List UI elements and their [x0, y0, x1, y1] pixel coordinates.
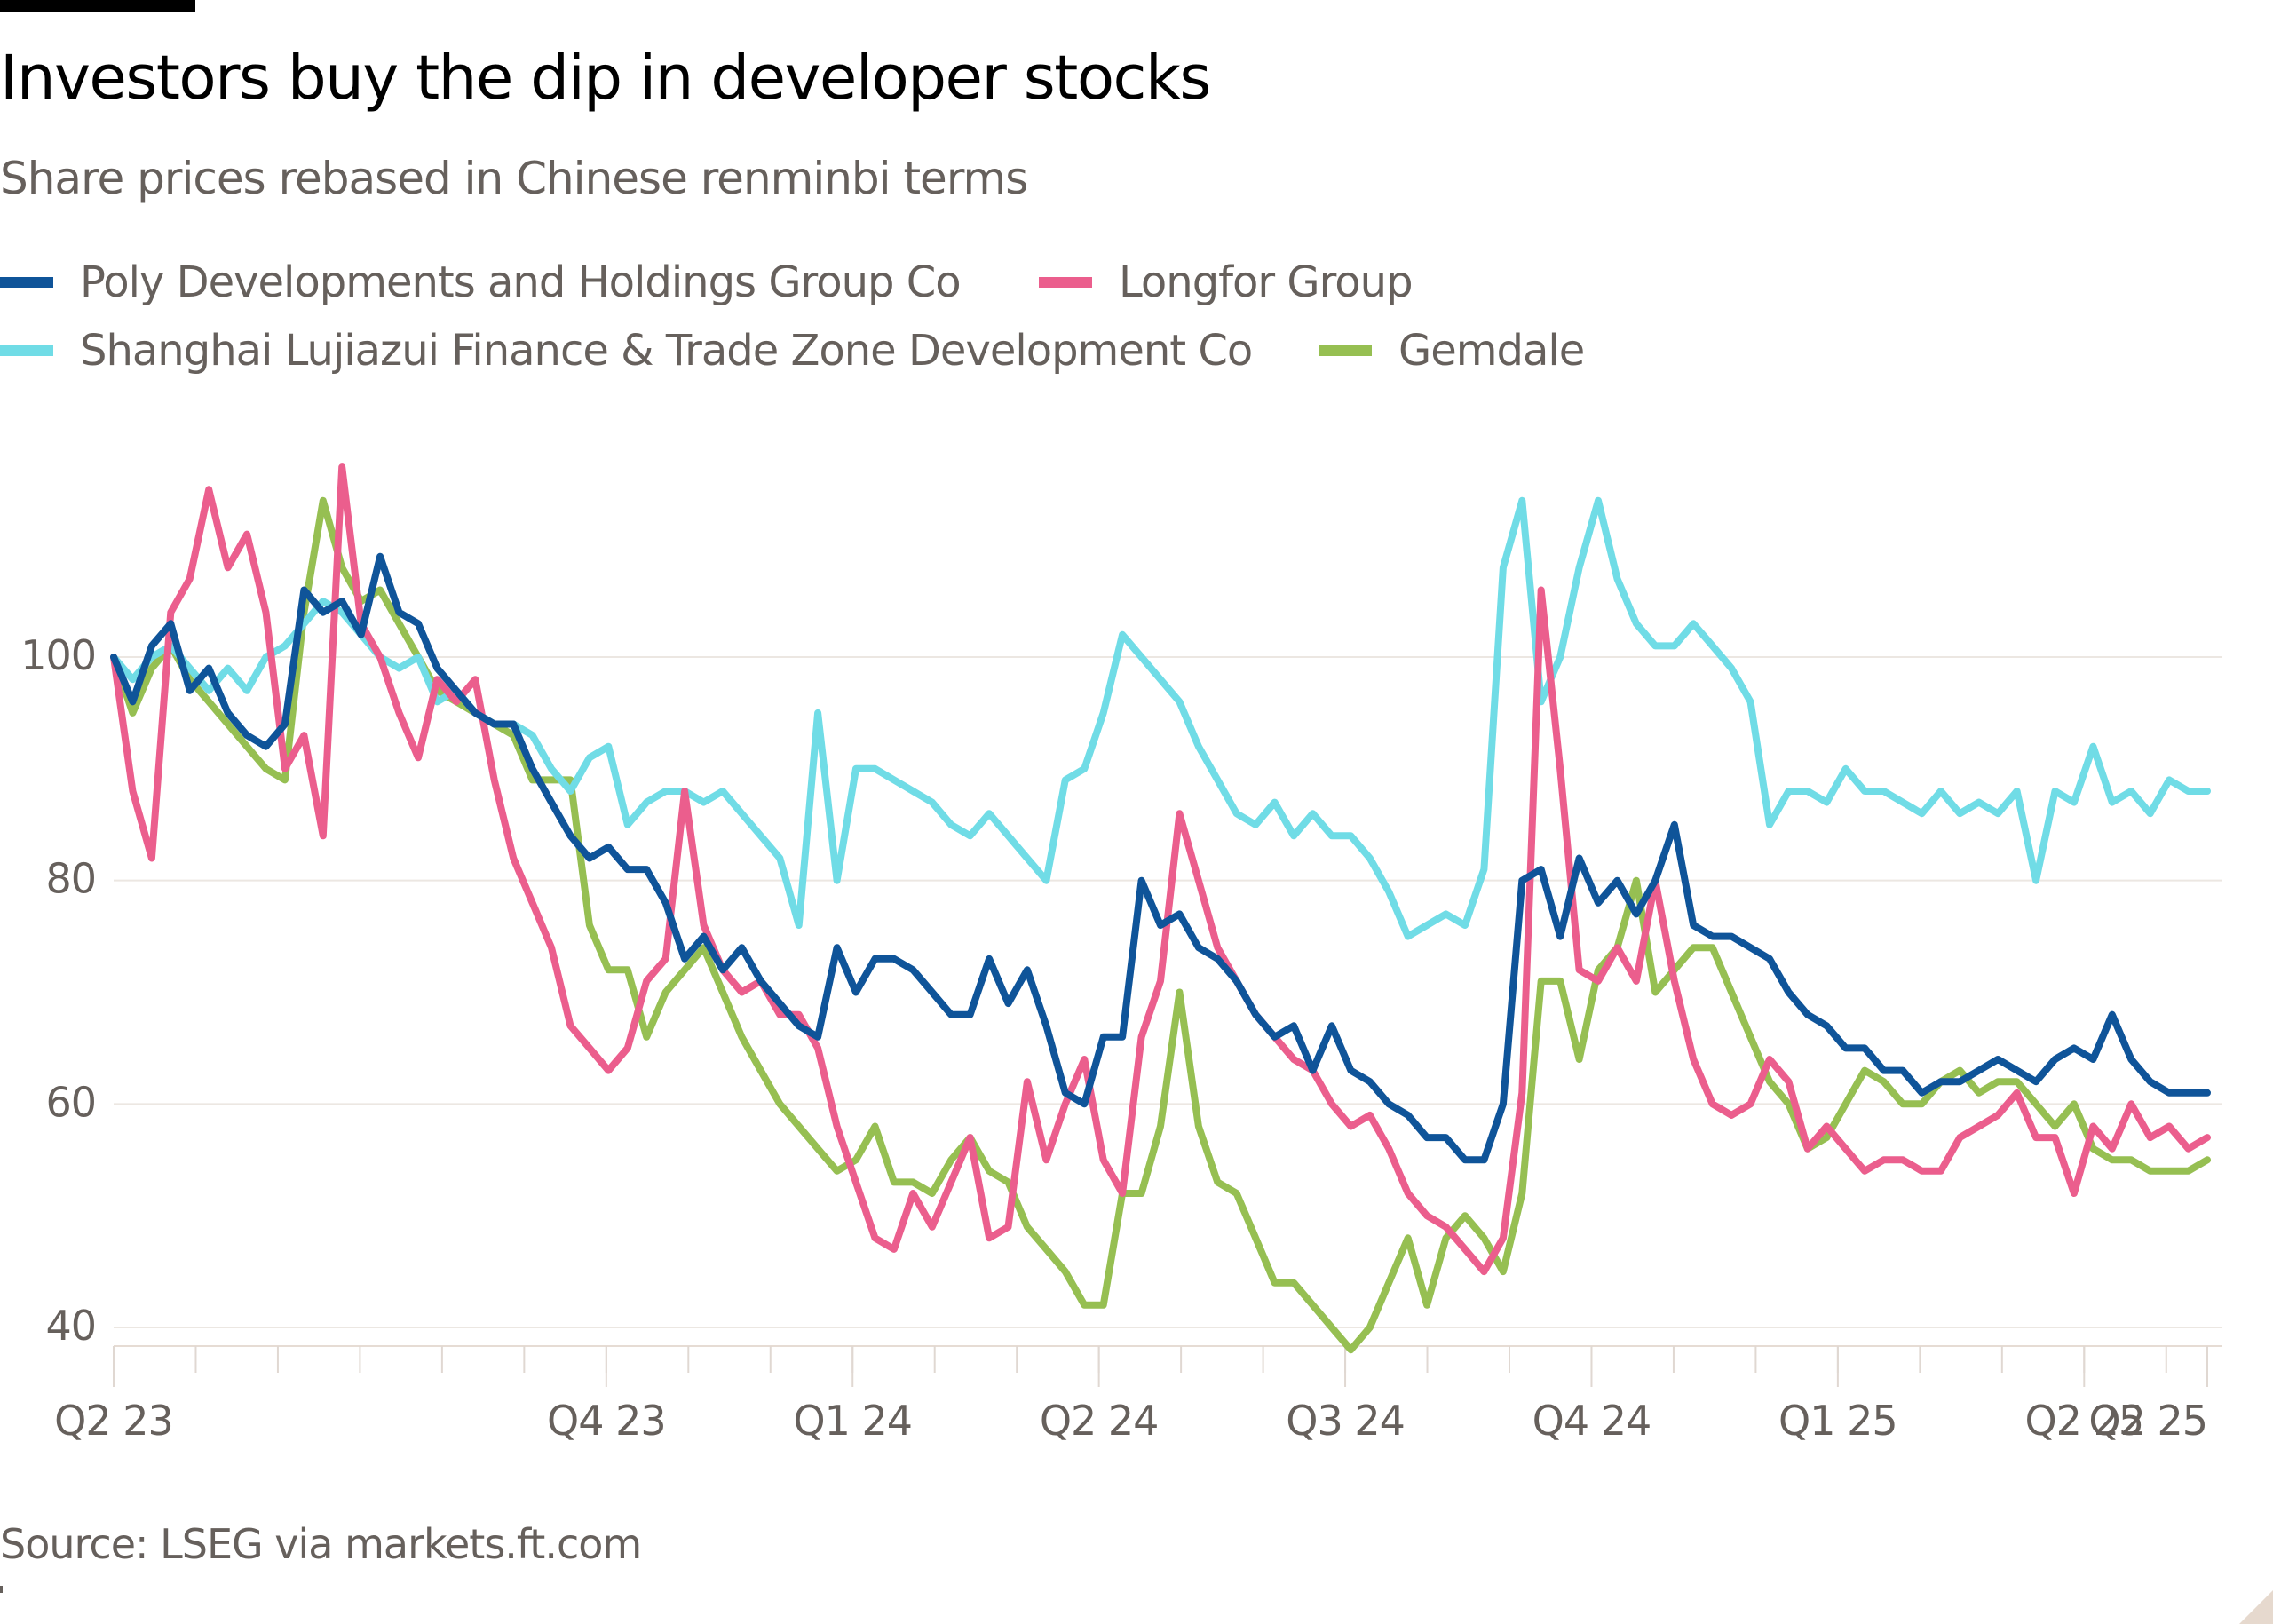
legend-item-longfor: Longfor Group — [1039, 257, 1414, 307]
legend-item-poly: Poly Developments and Holdings Group Co — [0, 257, 962, 307]
x-tick-label: Q1 25 — [1778, 1397, 1897, 1445]
legend-label-lujiazui: Shanghai Lujiazui Finance & Trade Zone D… — [80, 326, 1253, 376]
line-chart: 40 60 80 100 Q2 23 Q4 23 Q1 24 Q2 24 Q3 24 Q4 24… — [20, 463, 2222, 1445]
corner-fold — [2239, 1590, 2273, 1624]
x-axis: Q2 23 Q4 23 Q1 24 Q2 24 Q3 24 Q4 24 Q1 25 Q2 25… — [54, 1346, 2208, 1445]
y-axis: 40 60 80 100 — [20, 631, 97, 1350]
footer-mark — [0, 1586, 3, 1593]
brand-bar — [0, 0, 195, 12]
legend-item-gemdale: Gemdale — [1319, 326, 1585, 376]
legend-swatch-longfor — [1039, 277, 1092, 288]
series-line-gemdale — [110, 496, 2211, 1354]
legend-item-lujiazui: Shanghai Lujiazui Finance & Trade Zone D… — [0, 326, 1253, 376]
series-line-poly — [110, 552, 2211, 1164]
series-lines — [110, 463, 2211, 1354]
legend-swatch-poly — [0, 277, 53, 288]
x-tick-label: Q2 25 — [2024, 1397, 2143, 1445]
y-tick-label: 100 — [20, 631, 96, 679]
legend-swatch-lujiazui — [0, 345, 53, 356]
x-tick-label: Q4 24 — [1532, 1397, 1651, 1445]
x-tick-label: Q1 24 — [793, 1397, 912, 1445]
legend-label-poly: Poly Developments and Holdings Group Co — [80, 257, 962, 307]
x-tick-label: Q2 25 — [2088, 1397, 2207, 1445]
legend-label-longfor: Longfor Group — [1119, 257, 1414, 307]
y-tick-label: 80 — [45, 855, 96, 903]
chart-title: Investors buy the dip in developer stock… — [0, 43, 1211, 114]
x-tick-label: Q4 23 — [547, 1397, 666, 1445]
chart-subtitle: Share prices rebased in Chinese renminbi… — [0, 153, 1028, 204]
legend-swatch-gemdale — [1319, 345, 1372, 356]
x-tick-label: Q3 24 — [1286, 1397, 1405, 1445]
source-note: Source: LSEG via markets.ft.com — [0, 1520, 642, 1568]
y-tick-label: 40 — [45, 1302, 96, 1350]
series-line-longfor — [110, 463, 2211, 1276]
y-tick-label: 60 — [45, 1078, 96, 1126]
x-tick-label: Q2 24 — [1040, 1397, 1159, 1445]
legend-label-gemdale: Gemdale — [1398, 326, 1585, 376]
x-tick-label: Q2 23 — [54, 1397, 173, 1445]
gridlines — [114, 656, 2222, 1347]
